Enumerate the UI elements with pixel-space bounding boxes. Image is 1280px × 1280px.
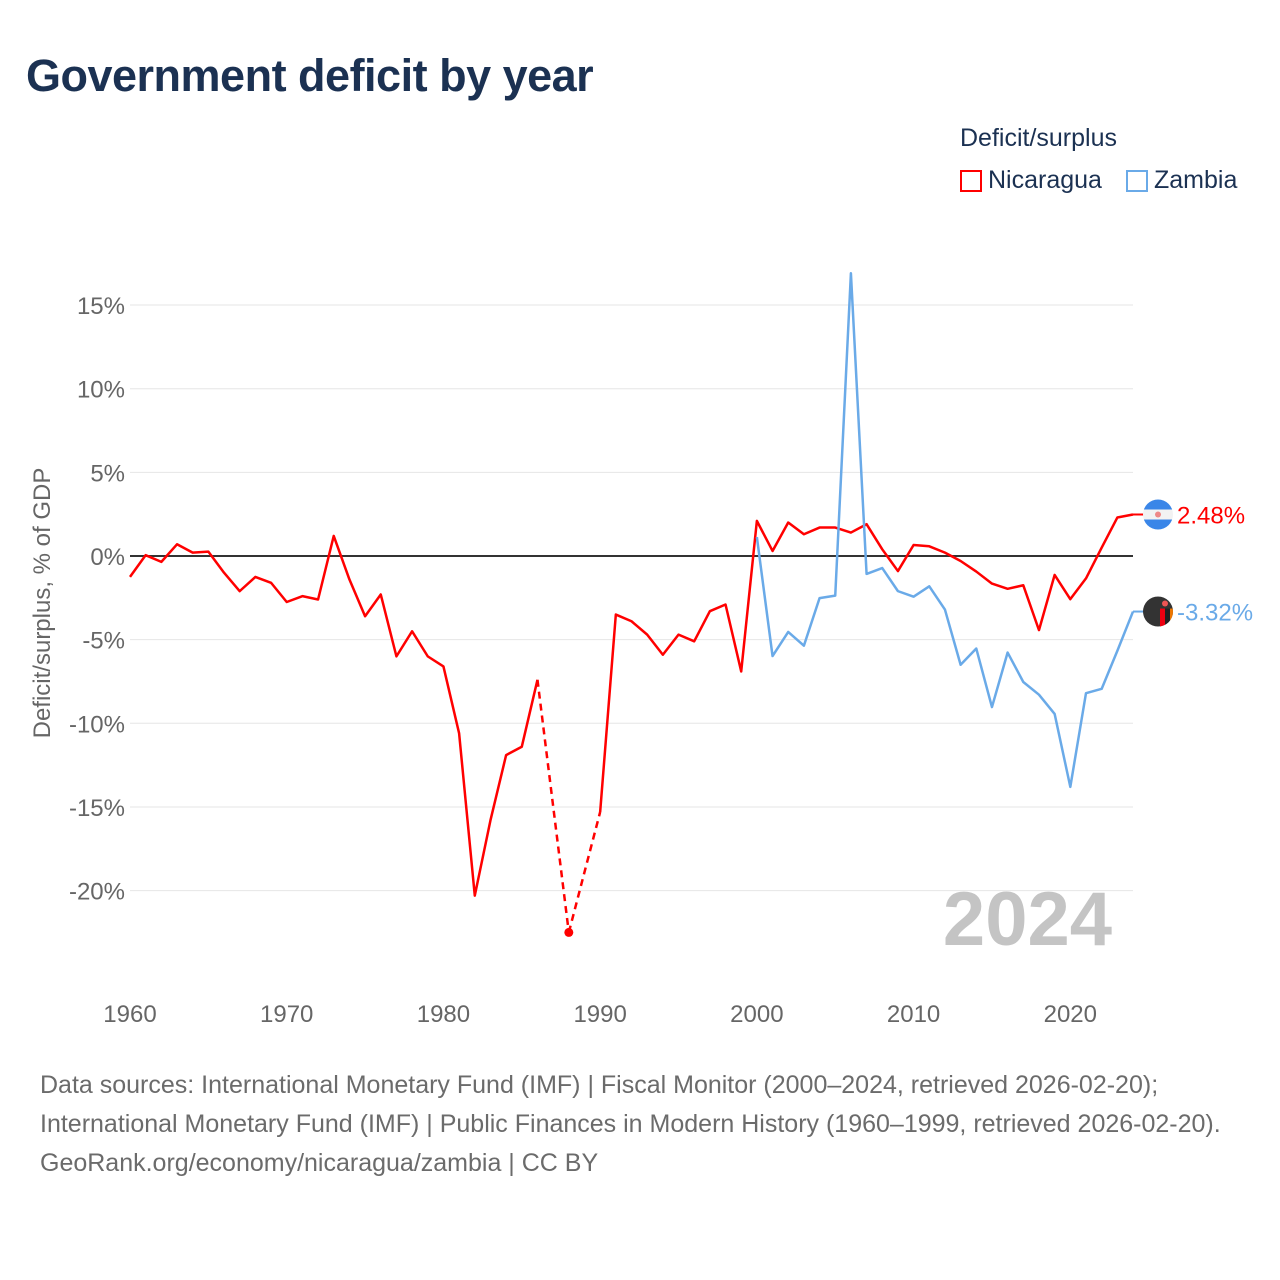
legend-swatch-nicaragua	[960, 169, 982, 192]
x-tick-label: 2020	[1044, 1001, 1097, 1028]
y-tick-label: 10%	[77, 377, 125, 404]
x-tick-label: 1980	[417, 1001, 470, 1028]
legend-label-zambia: Zambia	[1154, 166, 1238, 194]
x-tick-label: 1970	[260, 1001, 313, 1028]
y-tick-label: -20%	[69, 879, 125, 906]
series-line-zambia	[755, 272, 1135, 789]
end-value-label: -3.32%	[1177, 600, 1253, 627]
year-watermark: 2024	[943, 877, 1112, 962]
y-tick-label: -5%	[82, 628, 125, 655]
legend-swatch-zambia	[1126, 169, 1148, 192]
legend-item-nicaragua[interactable]: Nicaragua	[960, 166, 1102, 195]
y-tick-label: -10%	[69, 711, 125, 738]
legend-title: Deficit/surplus	[960, 124, 1117, 152]
series-line-nicaragua	[128, 513, 1134, 897]
nicaragua-flag-icon	[1143, 499, 1173, 530]
y-axis-label: Deficit/surplus, % of GDP	[29, 468, 56, 739]
series-gap-segment	[536, 679, 571, 933]
y-tick-label: 5%	[90, 460, 125, 487]
series-gap-segment	[567, 811, 602, 933]
x-tick-label: 1990	[573, 1001, 626, 1028]
chart-title: Government deficit by year	[26, 50, 594, 101]
x-tick-label: 2010	[887, 1001, 940, 1028]
y-tick-label: -15%	[69, 795, 125, 822]
x-tick-label: 1960	[103, 1001, 156, 1028]
data-sources: Data sources: International Monetary Fun…	[40, 1071, 1221, 1138]
end-value-label: 2.48%	[1177, 503, 1245, 530]
y-tick-label: 0%	[90, 544, 125, 571]
credit-link[interactable]: GeoRank.org/economy/nicaragua/zambia | C…	[40, 1149, 599, 1177]
legend-label-nicaragua: Nicaragua	[988, 166, 1102, 194]
legend-item-zambia[interactable]: Zambia	[1126, 166, 1237, 195]
y-tick-label: 15%	[77, 293, 125, 320]
footer: Data sources: International Monetary Fun…	[40, 1066, 1250, 1183]
x-tick-label: 2000	[730, 1001, 783, 1028]
zambia-flag-icon	[1143, 596, 1173, 627]
